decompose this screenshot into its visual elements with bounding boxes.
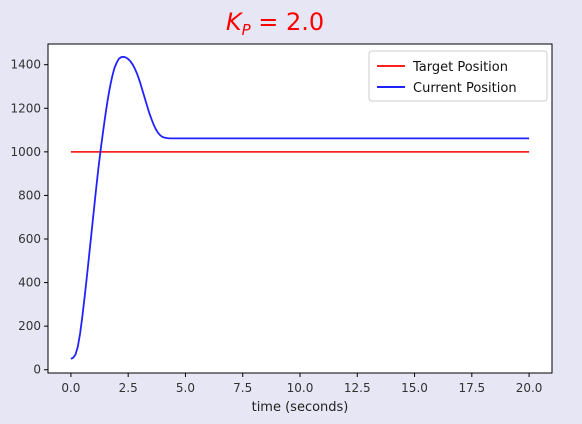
y-tick-label: 600 [18, 232, 41, 246]
y-tick-label: 0 [33, 363, 41, 377]
x-tick-label: 10.0 [287, 381, 314, 395]
series-lines [70, 55, 530, 360]
title-symbol: K [226, 8, 244, 36]
title-value: 2.0 [286, 8, 324, 36]
chart-title: KP = 2.0 [226, 8, 324, 39]
x-tick-label: 2.5 [119, 381, 138, 395]
x-tick-label: 15.0 [401, 381, 428, 395]
x-tick-label: 0.0 [61, 381, 80, 395]
x-tick-label: 20.0 [516, 381, 543, 395]
title-relation: = [251, 8, 286, 36]
y-tick-label: 1000 [10, 145, 41, 159]
y-tick-label: 1400 [10, 58, 41, 72]
x-tick-label: 17.5 [458, 381, 485, 395]
legend-label: Target Position [412, 60, 508, 75]
x-tick-label: 5.0 [176, 381, 195, 395]
x-tick-label: 12.5 [344, 381, 371, 395]
x-axis-label: time (seconds) [252, 400, 349, 415]
legend-label: Current Position [413, 81, 517, 96]
y-tick-label: 400 [18, 276, 41, 290]
x-axis: 0.0 2.5 5.0 7.5 10.0 12.5 15.0 17.5 20.0 [61, 373, 542, 395]
y-tick-label: 1200 [10, 101, 41, 115]
legend-box [368, 50, 548, 102]
x-tick-label: 7.5 [233, 381, 252, 395]
y-axis: 0 200 400 600 800 1000 1200 1400 [10, 58, 48, 377]
y-tick-label: 200 [18, 319, 41, 333]
chart-title-text: KP = 2.0 [226, 8, 324, 39]
series-line-current-position [70, 55, 530, 360]
y-tick-label: 800 [18, 188, 41, 202]
title-subscript: P [242, 21, 252, 39]
legend: Target Position Current Position [368, 50, 548, 102]
